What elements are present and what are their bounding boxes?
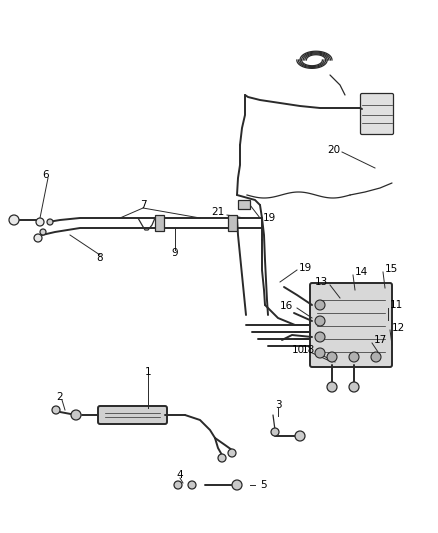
FancyBboxPatch shape	[310, 283, 392, 367]
Circle shape	[315, 300, 325, 310]
FancyBboxPatch shape	[360, 93, 393, 134]
Text: 11: 11	[390, 300, 403, 310]
Text: 21: 21	[212, 207, 225, 217]
Text: 19: 19	[263, 213, 276, 223]
Text: 10: 10	[292, 345, 305, 355]
Text: 16: 16	[280, 301, 293, 311]
Circle shape	[36, 218, 44, 226]
Text: 5: 5	[260, 480, 267, 490]
Circle shape	[349, 352, 359, 362]
Text: 20: 20	[327, 145, 340, 155]
Text: 8: 8	[97, 253, 103, 263]
Circle shape	[228, 449, 236, 457]
Circle shape	[174, 481, 182, 489]
Text: 12: 12	[392, 323, 405, 333]
Text: 2: 2	[57, 392, 64, 402]
Bar	[228, 215, 237, 231]
Circle shape	[349, 382, 359, 392]
Text: 19: 19	[299, 263, 312, 273]
Text: 3: 3	[275, 400, 281, 410]
Circle shape	[315, 332, 325, 342]
Circle shape	[40, 229, 46, 235]
Circle shape	[327, 352, 337, 362]
Circle shape	[232, 480, 242, 490]
Circle shape	[34, 234, 42, 242]
Text: 4: 4	[177, 470, 184, 480]
Circle shape	[9, 215, 19, 225]
Circle shape	[47, 219, 53, 225]
Text: 17: 17	[374, 335, 387, 345]
Text: 14: 14	[355, 267, 368, 277]
Circle shape	[295, 431, 305, 441]
Circle shape	[327, 382, 337, 392]
Text: 15: 15	[385, 264, 398, 274]
Text: 9: 9	[172, 248, 178, 258]
Circle shape	[218, 454, 226, 462]
Text: 6: 6	[42, 170, 49, 180]
Circle shape	[371, 352, 381, 362]
FancyBboxPatch shape	[98, 406, 167, 424]
Circle shape	[315, 348, 325, 358]
Bar	[155, 215, 164, 231]
Circle shape	[71, 410, 81, 420]
Text: 1: 1	[145, 367, 151, 377]
Text: 18: 18	[302, 345, 315, 355]
Text: 13: 13	[315, 277, 328, 287]
Circle shape	[271, 428, 279, 436]
Circle shape	[315, 316, 325, 326]
Text: 7: 7	[140, 200, 146, 210]
Bar	[238, 200, 250, 209]
Circle shape	[52, 406, 60, 414]
Circle shape	[188, 481, 196, 489]
